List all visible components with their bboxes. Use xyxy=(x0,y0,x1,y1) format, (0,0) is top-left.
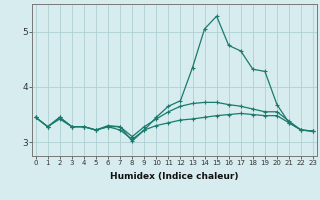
X-axis label: Humidex (Indice chaleur): Humidex (Indice chaleur) xyxy=(110,172,239,181)
